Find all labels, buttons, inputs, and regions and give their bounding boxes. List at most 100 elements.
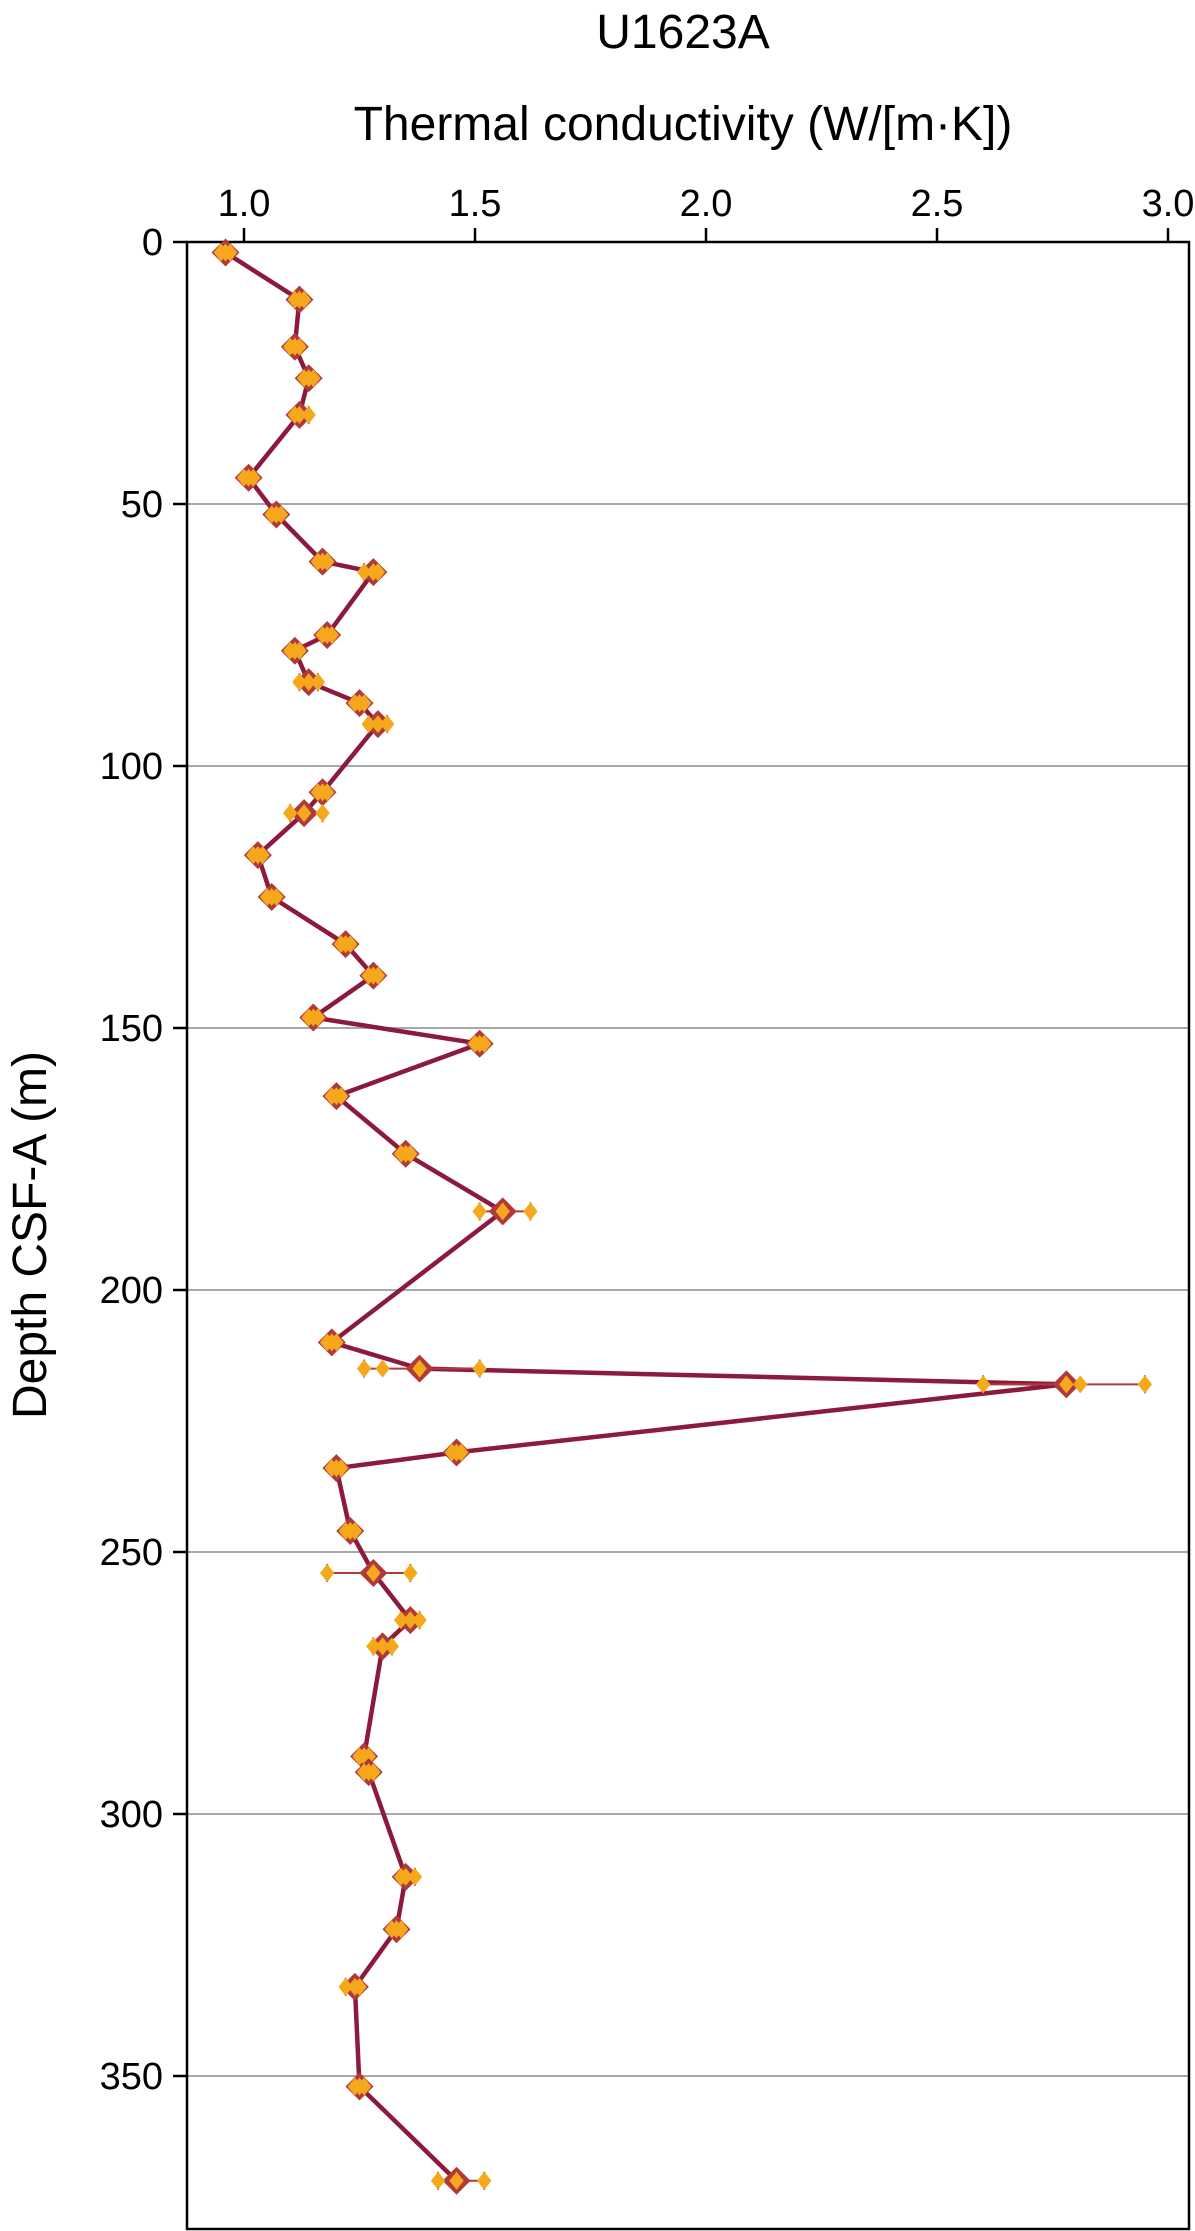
data-point: [338, 1972, 369, 2001]
data-point: [285, 285, 314, 314]
measurement-diamond-marker: [366, 1637, 381, 1656]
measurement-diamond-marker: [477, 2171, 492, 2190]
grid-lines: [187, 503, 1189, 2077]
measurement-diamond-marker: [283, 804, 298, 823]
measurement-diamond-marker: [1137, 1375, 1153, 1394]
measurement-diamond-marker: [1073, 1375, 1088, 1394]
data-point: [280, 636, 309, 665]
x-tick-label-2.5: 2.5: [911, 183, 964, 225]
plot-frame: [185, 240, 1191, 2231]
measurement-diamond-marker: [356, 1359, 372, 1378]
data-point: [308, 778, 337, 807]
measurement-diamond-marker: [477, 1034, 492, 1053]
measurement-diamond-marker: [976, 1375, 991, 1394]
measurement-diamond-marker: [453, 1443, 469, 1462]
data-point: [211, 238, 240, 267]
x-tick-label-1.5: 1.5: [449, 183, 502, 225]
measurement-diamond-marker: [222, 243, 238, 262]
y-tick-label-50: 50: [121, 484, 163, 526]
measurement-diamond-marker: [246, 468, 261, 487]
measurement-diamond-marker: [356, 563, 372, 582]
data-point: [442, 1438, 471, 1467]
measurement-diamond-marker: [306, 369, 321, 388]
measurement-diamond-marker: [301, 673, 316, 692]
measurement-diamond-marker: [412, 1611, 427, 1630]
measurement-diamond-marker: [380, 715, 395, 734]
measurement-diamond-marker: [370, 715, 386, 734]
y-tick-label-200: 200: [100, 1270, 163, 1312]
data-point: [285, 400, 316, 429]
y-tick-label-350: 350: [100, 2056, 163, 2098]
measurement-diamond-marker: [403, 1144, 418, 1163]
measurement-diamond-marker: [319, 1563, 335, 1582]
measurement-diamond-marker: [384, 1637, 400, 1656]
measurement-diamond-marker: [366, 1763, 381, 1782]
measurement-diamond-marker: [338, 1977, 353, 1996]
measurement-diamond-marker: [310, 1008, 326, 1027]
measurement-diamond-marker: [361, 715, 376, 734]
measurement-diamond-marker: [375, 1359, 390, 1378]
measurement-diamond-marker: [356, 2077, 372, 2096]
data-point: [382, 1915, 411, 1944]
data-point: [319, 1558, 418, 1587]
measurement-diamond-marker: [375, 1637, 390, 1656]
data-point: [243, 841, 272, 870]
data-point: [465, 1029, 494, 1058]
measurement-diamond-marker: [407, 1867, 423, 1886]
data-point: [292, 668, 326, 697]
measurement-diamond-marker: [315, 804, 330, 823]
measurement-diamond-marker: [292, 405, 307, 424]
measurement-diamond-marker: [366, 1563, 381, 1582]
measurement-diamond-marker: [269, 888, 284, 906]
measurement-diamond-marker: [296, 290, 312, 309]
data-point: [257, 883, 286, 911]
measurement-diamond-marker: [393, 1920, 409, 1939]
data-point: [359, 961, 388, 990]
axis-ticks: 0 50 100 150 200 250 300 350 1.0 1.5 2.0 2.5 3.0: [100, 183, 1195, 2098]
measurement-diamond-marker: [361, 1747, 376, 1766]
data-point: [262, 500, 291, 529]
measurement-diamond-marker: [273, 505, 289, 524]
measurement-diamond-marker: [292, 337, 307, 356]
data-point: [391, 1139, 420, 1168]
data-point: [976, 1370, 1153, 1399]
data-point: [299, 1003, 328, 1032]
y-tick-label-100: 100: [100, 746, 163, 788]
measurement-diamond-marker: [472, 1202, 487, 1221]
data-point: [366, 1632, 400, 1661]
measurement-diamond-marker: [403, 1563, 418, 1582]
data-point: [313, 621, 342, 649]
x-tick-label-3: 3.0: [1142, 183, 1195, 225]
data-point: [345, 689, 374, 718]
measurement-diamond-marker: [296, 804, 312, 823]
measurement-diamond-marker: [449, 2171, 464, 2190]
data-point: [354, 1758, 383, 1787]
chart-title: U1623A: [596, 6, 769, 59]
measurement-diamond-marker: [393, 1611, 409, 1630]
data-series: [211, 238, 1153, 2195]
measurement-diamond-marker: [292, 673, 307, 692]
measurement-diamond-marker: [472, 1359, 487, 1378]
data-point: [356, 558, 388, 587]
data-point: [234, 463, 263, 492]
measurement-diamond-marker: [333, 1087, 349, 1106]
data-point: [317, 1328, 346, 1357]
x-tick-label-2: 2.0: [680, 183, 733, 225]
series-line: [224, 250, 1069, 2183]
x-axis-title: Thermal conductivity (W/[m·K]): [354, 98, 1013, 151]
data-point: [391, 1862, 423, 1891]
data-point: [294, 364, 323, 393]
data-point: [308, 547, 337, 576]
data-point: [430, 2166, 492, 2195]
measurement-diamond-marker: [370, 966, 386, 985]
measurement-diamond-marker: [319, 552, 335, 571]
measurement-diamond-marker: [495, 1202, 510, 1221]
measurement-diamond-marker: [301, 405, 316, 424]
data-point: [361, 710, 395, 739]
measurement-diamond-marker: [356, 694, 372, 713]
data-point: [356, 1354, 487, 1383]
measurement-diamond-marker: [398, 1867, 413, 1886]
data-point: [393, 1606, 427, 1635]
y-axis-title: Depth CSF-A (m): [4, 1051, 57, 1419]
